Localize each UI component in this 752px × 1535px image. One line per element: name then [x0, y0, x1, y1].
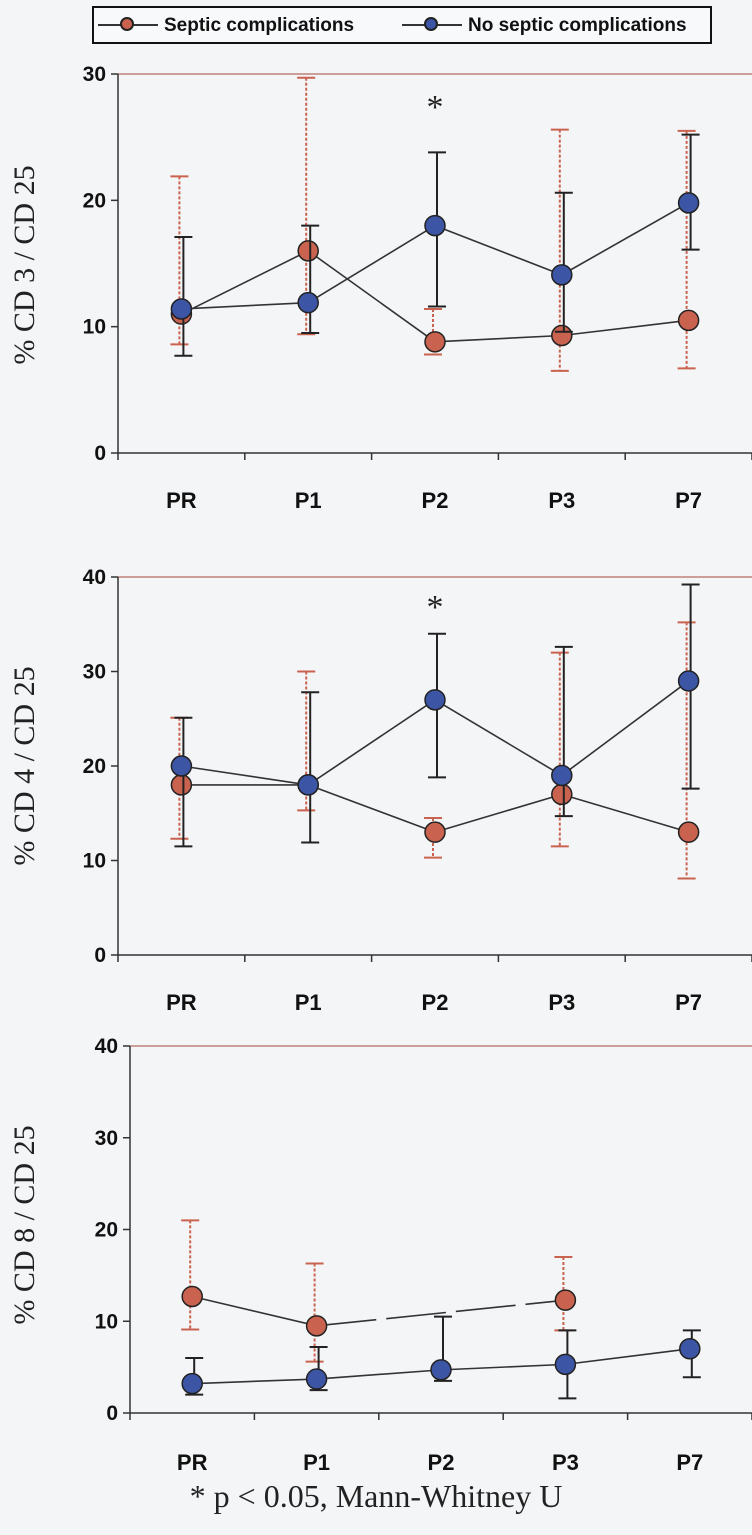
series-line-1-septic-2	[434, 334, 562, 343]
data-point-3-septic-P3	[554, 1289, 577, 1311]
series-line-2-no_septic-3	[561, 680, 690, 777]
data-point-2-no_septic-P3	[551, 764, 573, 787]
legend-marker-no-septic	[424, 17, 438, 31]
y-tick-label-3-40: 40	[95, 1035, 118, 1058]
data-point-1-no_septic-PR	[170, 298, 193, 320]
series-line-2-septic-2	[434, 793, 563, 833]
data-point-2-no_septic-P1	[297, 774, 319, 796]
series-line-1-no_septic-2	[434, 224, 563, 276]
y-tick-label-1-20: 20	[83, 189, 106, 212]
data-point-2-septic-P3	[551, 783, 573, 806]
data-point-3-septic-P1	[305, 1315, 328, 1337]
data-point-2-septic-P2	[424, 821, 446, 843]
y-tick-label-1-0: 0	[94, 442, 106, 465]
category-label-3-P7: P7	[676, 1450, 703, 1475]
category-label-1-P7: P7	[675, 488, 702, 513]
series-line-1-no_septic-0	[181, 301, 309, 310]
legend-marker-septic	[120, 17, 134, 31]
y-tick-label-2-10: 10	[83, 850, 106, 873]
y-tick-label-2-40: 40	[83, 566, 106, 589]
legend-label-septic: Septic complications	[164, 15, 355, 36]
chart-panel-2: 0 10 20 30 40 PR P1 P2 P3 P7 % CD 4 / CD 25 *	[8, 566, 752, 1015]
category-label-3-P2: P2	[428, 1450, 455, 1475]
data-point-2-septic-PR	[170, 774, 193, 796]
series-line-3-no_septic-0	[192, 1378, 317, 1385]
category-label-2-P3: P3	[548, 990, 575, 1015]
footnote: * p < 0.05, Mann-Whitney U	[189, 1478, 563, 1514]
series-line-2-septic-1	[307, 784, 436, 833]
category-label-2-PR: PR	[166, 990, 197, 1015]
series-line-2-no_septic-1	[307, 699, 436, 786]
significance-marker-2-P2: *	[427, 589, 444, 626]
series-line-3-no_septic-3	[565, 1347, 690, 1366]
category-label-1-P1: P1	[295, 488, 322, 513]
data-point-2-no_septic-P2	[424, 689, 446, 711]
data-point-3-no_septic-P7	[679, 1338, 701, 1360]
category-label-2-P7: P7	[675, 990, 702, 1015]
y-tick-label-2-30: 30	[83, 661, 106, 684]
series-line-3-septic-0	[192, 1295, 317, 1327]
data-point-2-no_septic-PR	[170, 755, 193, 777]
legend-label-no-septic: No septic complications	[468, 15, 687, 36]
data-point-1-septic-P1	[297, 240, 319, 262]
category-label-3-P3: P3	[552, 1450, 579, 1475]
series-line-1-septic-3	[561, 319, 689, 337]
series-line-1-septic-1	[307, 250, 436, 343]
category-label-2-P2: P2	[422, 990, 449, 1015]
y-tick-label-2-0: 0	[94, 944, 106, 967]
data-point-1-septic-P7	[677, 309, 700, 332]
series-line-1-no_septic-1	[307, 224, 436, 304]
y-tick-label-3-20: 20	[95, 1219, 118, 1242]
chart-panel-3: 0 10 20 30 40 PR P1 P2 P3 P7 % CD 8 / CD 25	[8, 1035, 752, 1475]
series-line-3-no_septic-2	[440, 1363, 566, 1371]
category-label-1-P2: P2	[422, 488, 449, 513]
data-point-1-septic-P3	[551, 324, 573, 347]
data-point-1-no_septic-P3	[551, 264, 573, 286]
chart-panel-1: 0 10 20 30 PR P1 P2 P3 P7 % CD 3 / CD 25 *	[8, 63, 752, 513]
series-line-2-no_septic-2	[434, 699, 563, 777]
y-axis-label-2: % CD 4 / CD 25	[8, 666, 41, 865]
category-label-1-P3: P3	[548, 488, 575, 513]
category-label-1-PR: PR	[166, 488, 197, 513]
data-point-3-no_septic-P2	[430, 1359, 452, 1381]
series-line-3-no_septic-1	[316, 1369, 442, 1380]
data-point-2-no_septic-P7	[677, 670, 700, 692]
data-point-1-no_septic-P1	[297, 291, 319, 314]
series-line-1-no_septic-3	[561, 202, 689, 276]
legend: Septic complications No septic complicat…	[92, 6, 712, 44]
y-tick-label-3-30: 30	[95, 1127, 118, 1150]
data-point-2-septic-P7	[677, 821, 700, 843]
y-axis-label-3: % CD 8 / CD 25	[8, 1125, 41, 1324]
data-point-3-septic-PR	[181, 1285, 203, 1308]
category-label-2-P1: P1	[295, 990, 322, 1015]
series-line-2-no_septic-0	[181, 765, 309, 786]
y-tick-label-1-30: 30	[83, 63, 106, 86]
y-tick-label-3-0: 0	[106, 1402, 118, 1425]
category-label-3-P1: P1	[303, 1450, 330, 1475]
category-label-3-PR: PR	[177, 1450, 208, 1475]
data-point-1-septic-P2	[424, 331, 446, 353]
data-point-1-no_septic-P2	[424, 214, 446, 237]
data-point-3-no_septic-P3	[554, 1353, 577, 1376]
series-line-1-septic-0	[181, 250, 309, 315]
y-tick-label-2-20: 20	[83, 755, 106, 778]
data-point-1-no_septic-P7	[677, 192, 700, 214]
data-point-3-no_septic-P1	[305, 1368, 328, 1390]
y-tick-label-3-10: 10	[95, 1310, 118, 1333]
significance-marker-1-P2: *	[427, 89, 444, 126]
series-line-3-septic-1	[316, 1299, 566, 1327]
y-axis-label-1: % CD 3 / CD 25	[8, 165, 41, 364]
y-tick-label-1-10: 10	[83, 316, 106, 339]
data-point-3-no_septic-PR	[181, 1372, 203, 1395]
series-line-2-septic-3	[561, 793, 689, 833]
